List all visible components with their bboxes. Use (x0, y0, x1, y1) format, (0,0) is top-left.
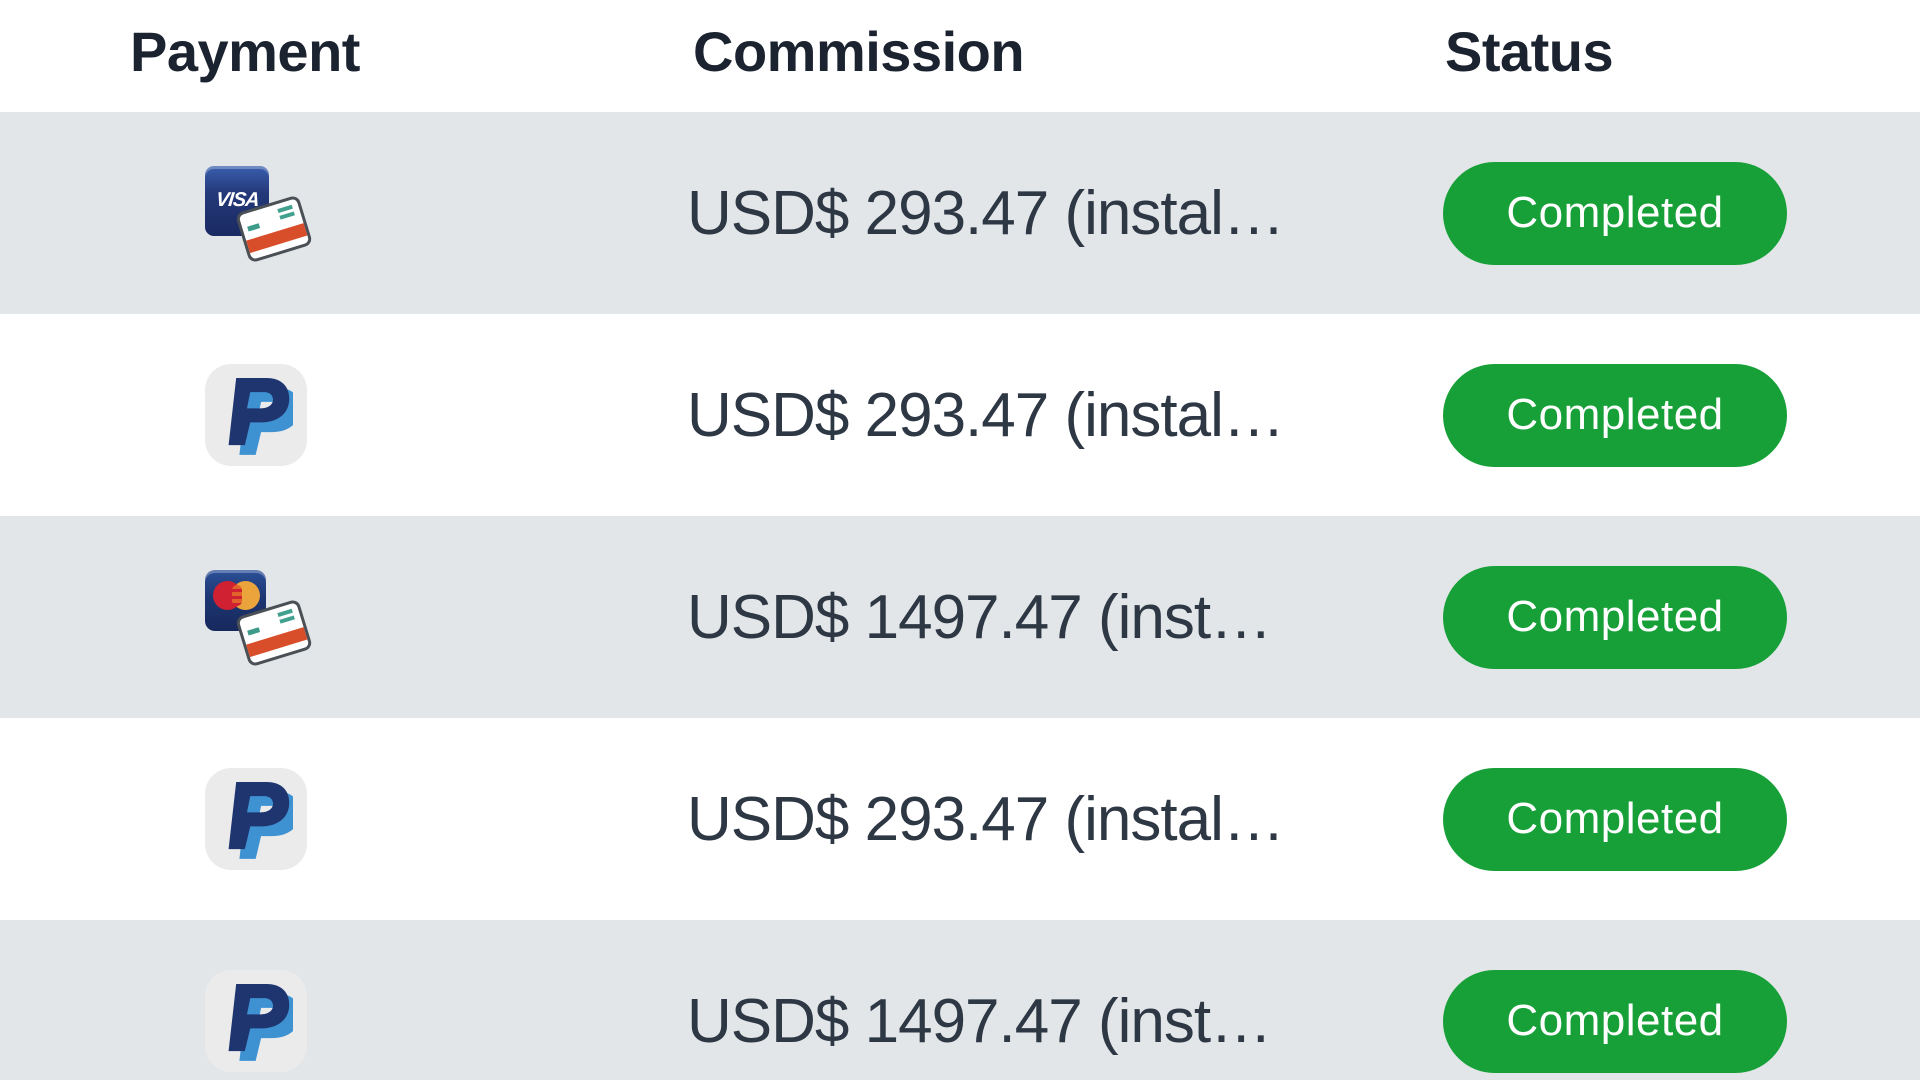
payment-method-cell (0, 569, 685, 668)
commission-value: USD$ 293.47 (instal… (687, 380, 1285, 450)
table-row[interactable]: USD$ 1497.47 (inst… Completed (0, 516, 1920, 718)
status-badge: Completed (1443, 161, 1787, 265)
payment-method-cell (0, 364, 685, 466)
status-cell: Completed (1443, 969, 1920, 1073)
paypal-icon (205, 970, 307, 1072)
commission-value: USD$ 293.47 (instal… (687, 178, 1285, 248)
column-header-status: Status (1445, 19, 1614, 83)
status-cell: Completed (1443, 161, 1920, 265)
table-header-row: Payment Commission Status (0, 0, 1920, 112)
status-cell: Completed (1443, 565, 1920, 669)
payment-method-cell: VISA (0, 165, 685, 264)
paypal-icon (205, 364, 307, 466)
commission-value: USD$ 1497.47 (inst… (687, 986, 1272, 1056)
status-badge: Completed (1443, 767, 1787, 871)
table-row[interactable]: USD$ 293.47 (instal… Completed (0, 314, 1920, 516)
table-row[interactable]: VISA USD$ 293.47 (instal… Completed (0, 112, 1920, 314)
status-cell: Completed (1443, 767, 1920, 871)
status-badge: Completed (1443, 363, 1787, 467)
paypal-icon (205, 768, 307, 870)
commission-value: USD$ 293.47 (instal… (687, 784, 1285, 854)
status-badge: Completed (1443, 565, 1787, 669)
mastercard-icon (205, 569, 315, 668)
column-header-payment: Payment (130, 19, 360, 83)
column-header-commission: Commission (693, 19, 1025, 83)
visa-card-icon: VISA (205, 165, 315, 264)
commission-value: USD$ 1497.47 (inst… (687, 582, 1272, 652)
payment-method-cell (0, 970, 685, 1072)
status-cell: Completed (1443, 363, 1920, 467)
payment-method-cell (0, 768, 685, 870)
table-row[interactable]: USD$ 1497.47 (inst… Completed (0, 920, 1920, 1080)
status-badge: Completed (1443, 969, 1787, 1073)
table-row[interactable]: USD$ 293.47 (instal… Completed (0, 718, 1920, 920)
